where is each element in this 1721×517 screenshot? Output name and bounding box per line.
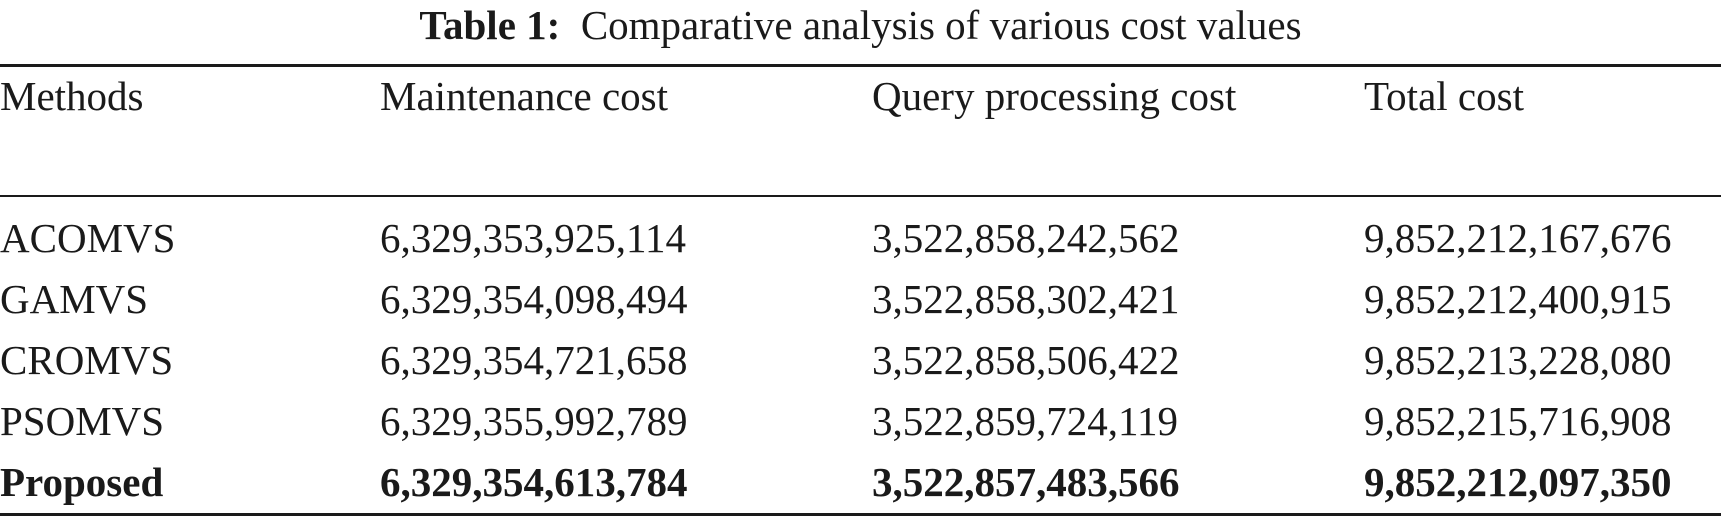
cell-maintenance-cost: 6,329,354,098,494 xyxy=(380,276,688,322)
cell-query-processing-cost: 3,522,859,724,119 xyxy=(872,398,1178,444)
cell-total-cost: 9,852,212,167,676 xyxy=(1364,215,1672,261)
column-header-query-processing-cost: Query processing cost xyxy=(872,70,1364,196)
table-caption: Table 1: Comparative analysis of various… xyxy=(0,0,1721,62)
cell-total-cost: 9,852,213,228,080 xyxy=(1364,337,1672,383)
cell-maintenance-cost: 6,329,354,721,658 xyxy=(380,337,688,383)
cell-query-processing-cost: 3,522,858,506,422 xyxy=(872,337,1180,383)
cell-maintenance-cost: 6,329,353,925,114 xyxy=(380,215,686,261)
table-row-proposed: Proposed 6,329,354,613,784 3,522,857,483… xyxy=(0,452,1721,513)
cell-maintenance-cost: 6,329,354,613,784 xyxy=(380,459,688,505)
table-row-cromvs: CROMVS 6,329,354,721,658 3,522,858,506,4… xyxy=(0,330,1721,391)
table-row-psomvs: PSOMVS 6,329,355,992,789 3,522,859,724,1… xyxy=(0,391,1721,452)
column-header-maintenance-cost: Maintenance cost xyxy=(380,73,669,119)
table-caption-label: Table 1: xyxy=(419,2,561,48)
cell-query-processing-cost: 3,522,858,242,562 xyxy=(872,215,1180,261)
cell-total-cost: 9,852,212,400,915 xyxy=(1364,276,1672,322)
cell-query-processing-cost: 3,522,857,483,566 xyxy=(872,459,1180,505)
table-header-row: Methods Maintenance cost Query processin… xyxy=(0,70,1721,196)
column-header-total-cost: Total cost xyxy=(1364,73,1524,119)
cell-method: Proposed xyxy=(0,459,164,505)
cell-method: PSOMVS xyxy=(0,398,165,444)
cell-method: GAMVS xyxy=(0,276,149,322)
cost-comparison-table: Methods Maintenance cost Query processin… xyxy=(0,70,1721,513)
table-row-acomvs: ACOMVS 6,329,353,925,114 3,522,858,242,5… xyxy=(0,196,1721,269)
cell-method: CROMVS xyxy=(0,337,174,383)
column-header-methods: Methods xyxy=(0,73,144,119)
table-bottom-rule xyxy=(0,513,1721,516)
column-header-query-processing-cost-text: Query processing cost xyxy=(872,73,1237,119)
cell-total-cost: 9,852,212,097,350 xyxy=(1364,459,1672,505)
cell-query-processing-cost: 3,522,858,302,421 xyxy=(872,276,1180,322)
table-header-rule xyxy=(0,195,1721,197)
cell-maintenance-cost: 6,329,355,992,789 xyxy=(380,398,688,444)
table-row-gamvs: GAMVS 6,329,354,098,494 3,522,858,302,42… xyxy=(0,269,1721,330)
table-top-rule xyxy=(0,64,1721,67)
cell-total-cost: 9,852,215,716,908 xyxy=(1364,398,1672,444)
cell-method: ACOMVS xyxy=(0,215,176,261)
table-caption-text: Comparative analysis of various cost val… xyxy=(580,2,1302,48)
